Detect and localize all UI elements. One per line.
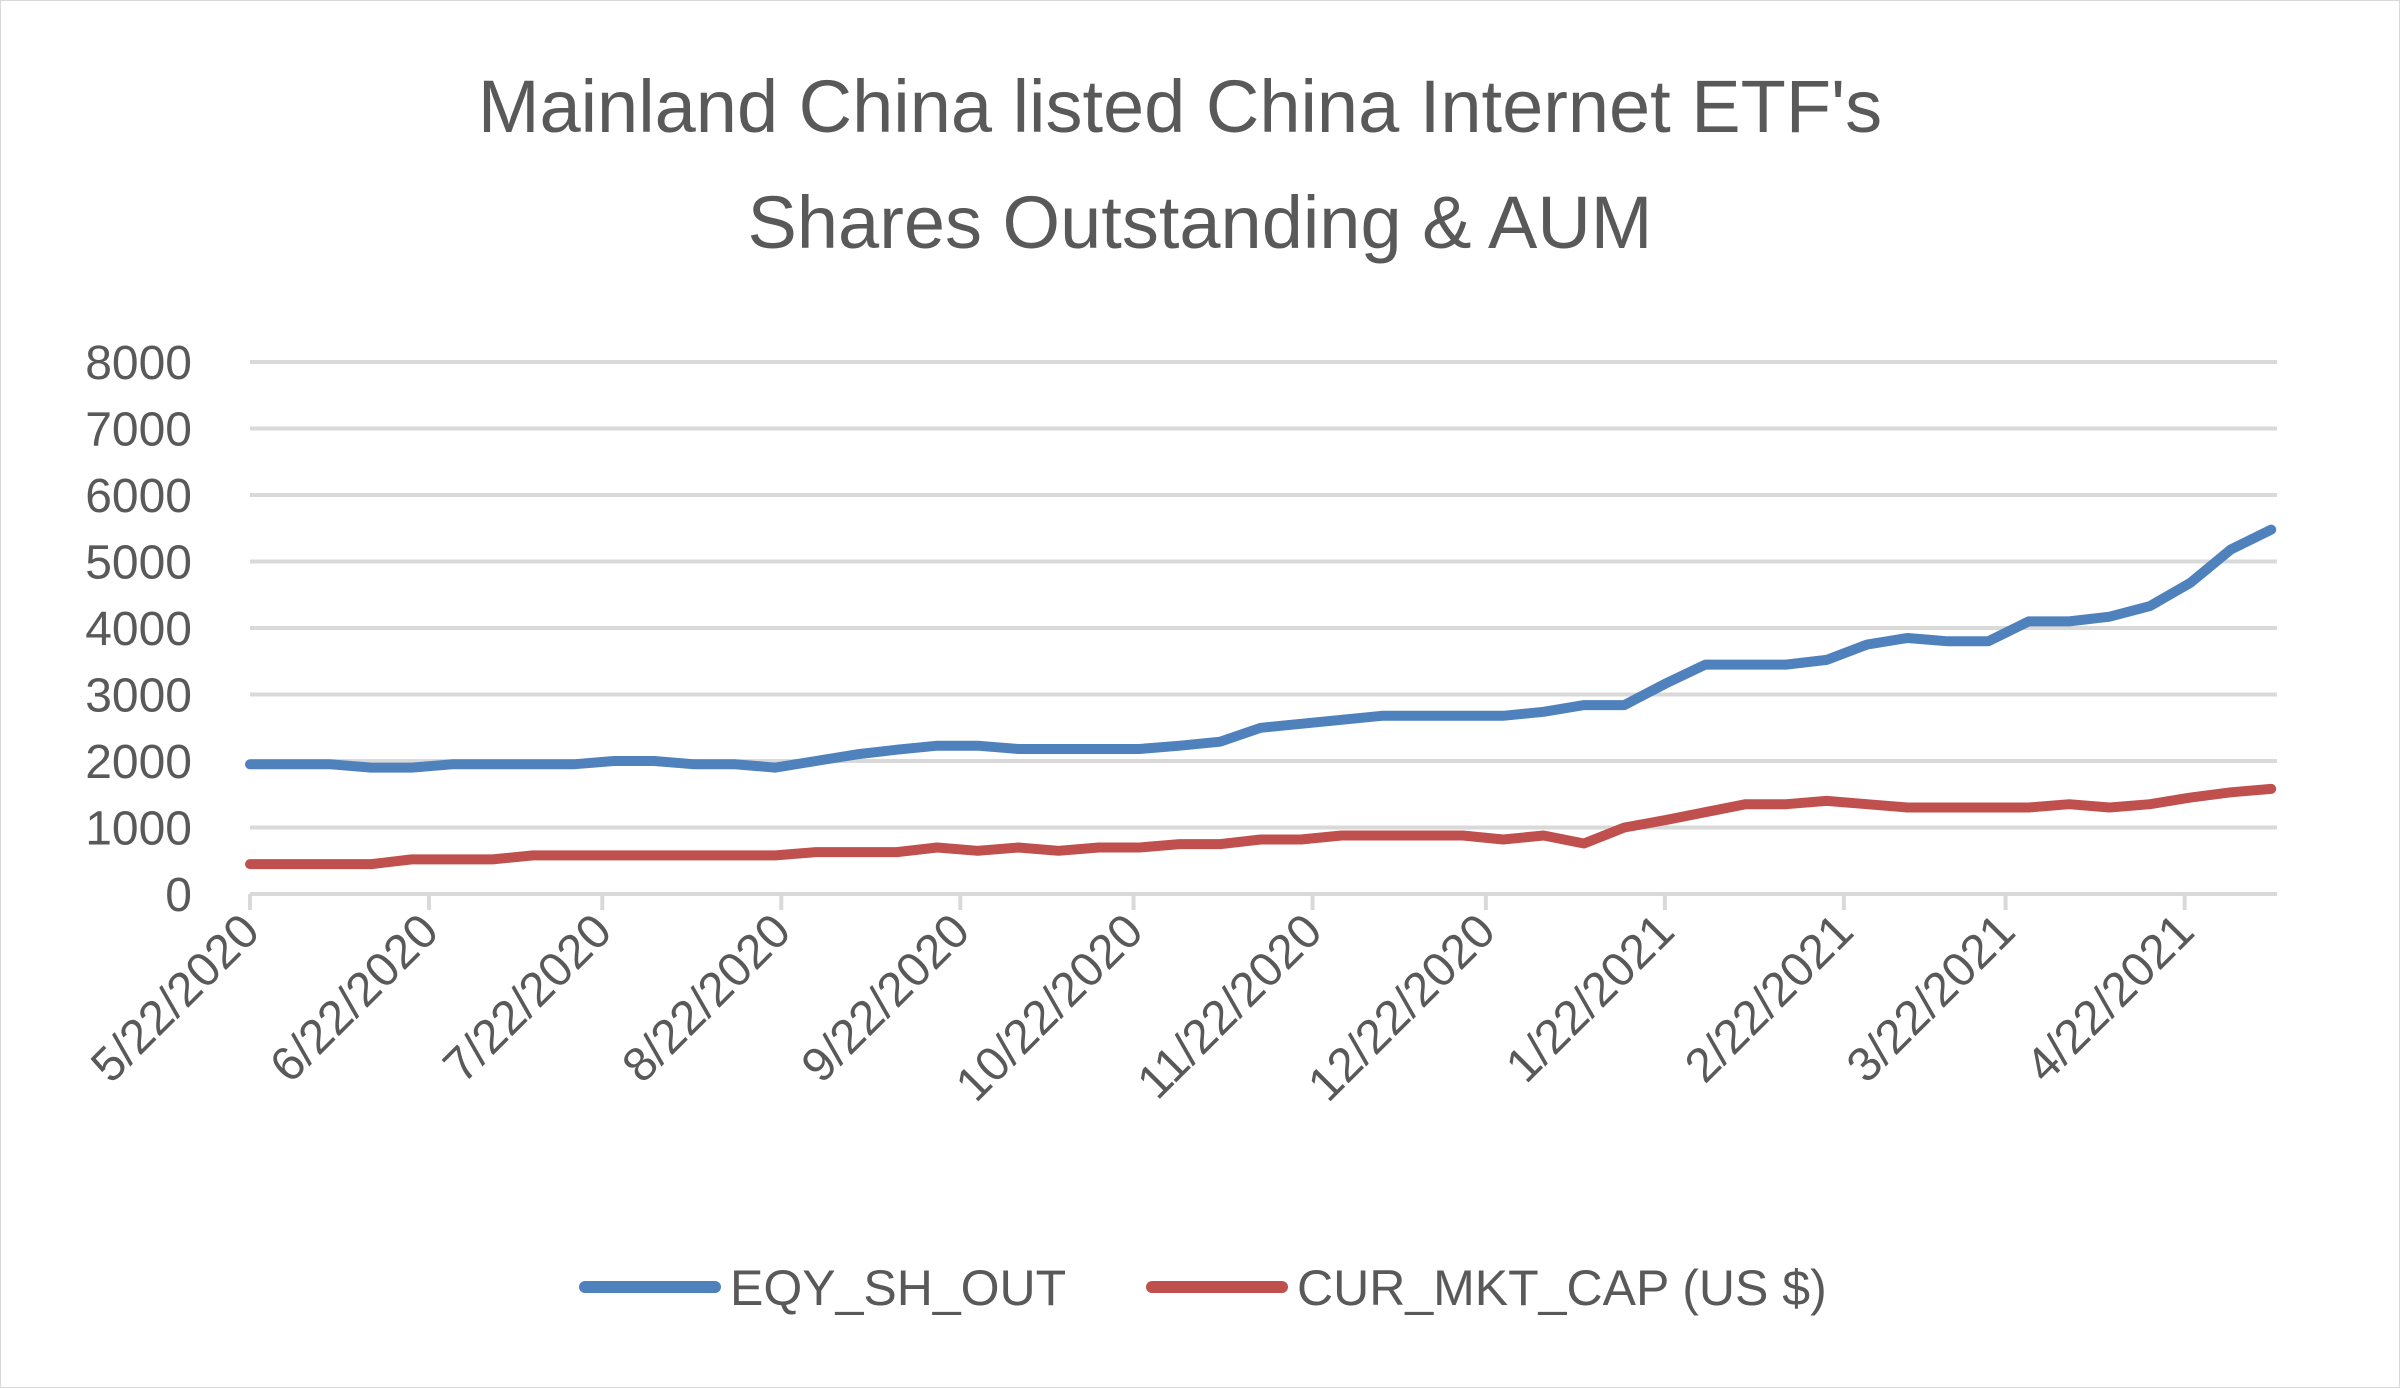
y-tick-label: 6000 [85, 470, 192, 523]
y-tick-label: 5000 [85, 537, 192, 590]
x-tick-label: 9/22/2020 [792, 904, 980, 1092]
y-tick-label: 7000 [85, 404, 192, 457]
x-tick-label: 5/22/2020 [81, 904, 269, 1092]
y-axis-tick-labels: 0 1000 2000 3000 4000 5000 6000 7000 8000 [85, 337, 192, 922]
x-tick-label: 4/22/2021 [2016, 904, 2204, 1092]
series-line-cur-mkt-cap [245, 783, 2277, 870]
legend-label: CUR_MKT_CAP (US $) [1297, 1260, 1827, 1316]
y-gridlines [250, 360, 2277, 830]
x-tick-label: 7/22/2020 [434, 904, 622, 1092]
y-tick-label: 0 [165, 869, 192, 922]
x-tick-label: 1/22/2021 [1496, 904, 1684, 1092]
x-tick-label: 8/22/2020 [613, 904, 801, 1092]
legend-label: EQY_SH_OUT [730, 1260, 1066, 1316]
chart-title-line-1: Mainland China listed China Internet ETF… [478, 65, 1882, 148]
x-tick-label: 3/22/2021 [1837, 904, 2025, 1092]
y-tick-label: 3000 [85, 670, 192, 723]
x-tick-label: 6/22/2020 [260, 904, 448, 1092]
y-tick-label: 4000 [85, 603, 192, 656]
series-line-eqy-sh-out [245, 524, 2277, 773]
x-tick-label: 10/22/2020 [946, 904, 1153, 1111]
y-tick-label: 2000 [85, 736, 192, 789]
y-tick-label: 1000 [85, 803, 192, 856]
series-lines [245, 524, 2277, 870]
y-tick-label: 8000 [85, 337, 192, 390]
x-tick-label: 2/22/2021 [1675, 904, 1863, 1092]
legend: EQY_SH_OUT CUR_MKT_CAP (US $) [579, 1260, 1827, 1316]
x-axis [248, 892, 2277, 910]
chart-title-line-2: Shares Outstanding & AUM [748, 181, 1653, 264]
chart-title: Mainland China listed China Internet ETF… [478, 65, 1882, 264]
x-tick-label: 12/22/2020 [1298, 904, 1505, 1111]
x-axis-tick-labels: 5/22/20206/22/20207/22/20208/22/20209/22… [81, 904, 2204, 1111]
